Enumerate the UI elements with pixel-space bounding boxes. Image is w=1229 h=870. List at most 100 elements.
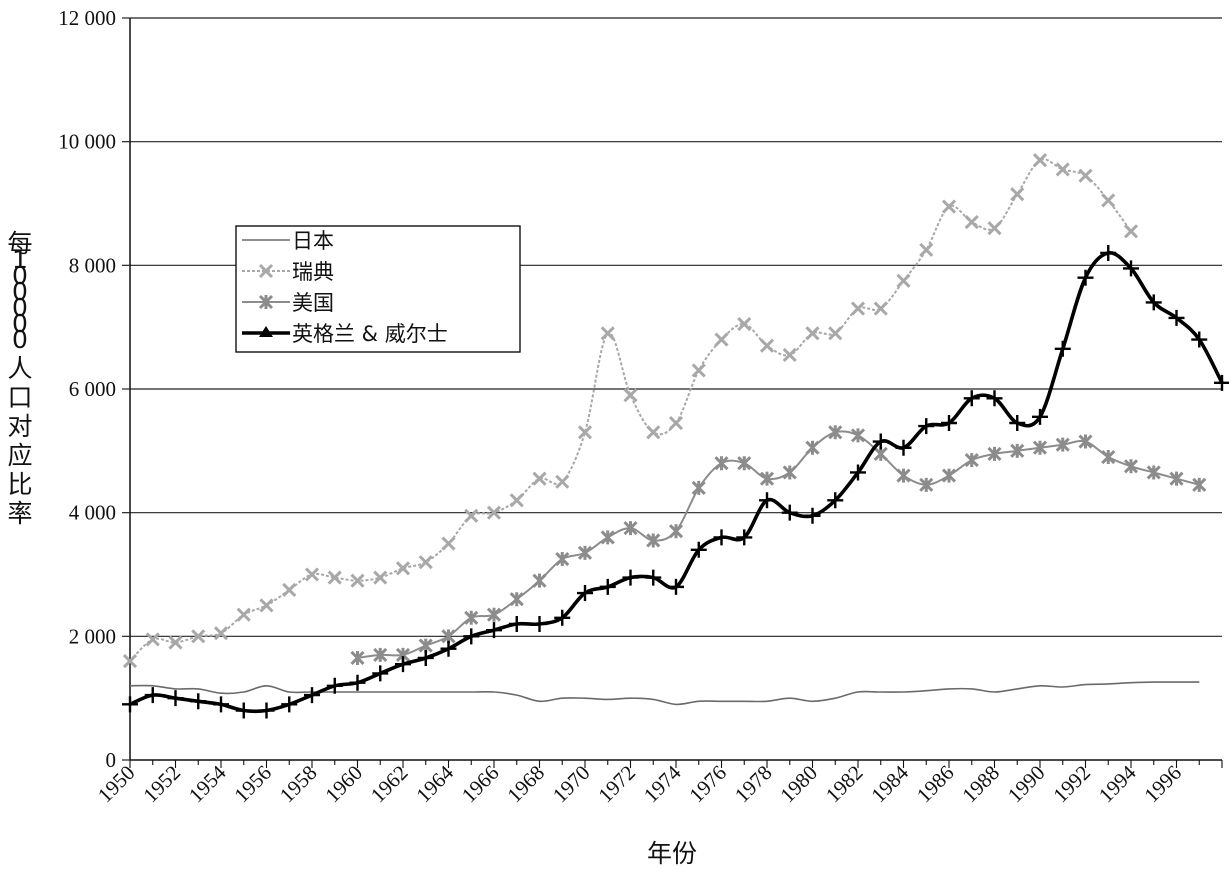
legend-item: 瑞典 [242,260,334,284]
y-tick-label: 6 000 [69,377,116,401]
data-point [737,317,752,332]
data-point [827,492,844,509]
data-point [713,529,730,546]
data-point [349,674,366,691]
data-point [577,425,593,440]
data-point [805,440,820,455]
y-tick-label: 4 000 [69,501,116,525]
data-point [235,702,252,719]
data-point [577,585,593,602]
y-tick-label: 2 000 [69,624,116,648]
x-tick-label: 1966 [457,761,504,808]
data-point [623,521,638,536]
data-point [1010,443,1025,458]
y-tick-label: 8 000 [69,253,116,277]
data-point [190,693,207,710]
data-point [781,504,798,521]
data-point [304,687,320,704]
x-tick-label: 1988 [957,761,1004,808]
data-point [372,665,389,682]
x-tick-label: 1964 [411,760,458,807]
data-point [919,477,934,492]
data-point [645,569,662,586]
data-point [577,545,593,560]
data-point [623,388,638,403]
data-point [782,347,797,363]
legend-item: 日本 [242,229,334,253]
data-point [987,221,1002,236]
data-point [691,363,706,378]
data-point [759,492,775,509]
legend-item: 英格兰 & 威尔士 [242,322,448,346]
data-point [486,505,502,520]
data-point [486,622,502,639]
data-point [895,439,912,456]
x-tick-label: 1990 [1003,761,1050,808]
x-tick-label: 1992 [1048,761,1095,808]
data-point [918,418,935,435]
data-point [509,592,524,607]
x-tick-label: 1968 [502,761,549,808]
data-point [646,533,661,548]
data-point [1078,434,1093,449]
data-point [896,468,911,483]
data-point [554,609,571,626]
data-point [281,696,298,713]
data-point [122,696,138,713]
data-point [1123,224,1139,239]
data-point [737,456,752,471]
x-tick-label: 1962 [366,761,413,808]
data-point [691,480,706,495]
data-point [145,632,160,647]
data-point [213,626,229,641]
data-point [440,640,457,657]
x-tick-label: 1994 [1094,760,1141,807]
data-point [532,573,547,588]
data-point [1101,193,1116,208]
data-point [509,493,524,508]
data-point [600,326,615,341]
data-point [828,326,843,341]
data-point [599,578,616,595]
data-point [1032,440,1048,455]
data-point [1055,437,1070,452]
data-point [395,656,411,673]
data-point [850,428,866,443]
data-point [1101,449,1116,465]
data-point [873,301,888,316]
data-point [1146,465,1161,480]
x-tick-label: 1976 [684,761,731,808]
legend-label: 美国 [292,291,334,315]
data-point [646,425,661,440]
y-axis-ticks: 0 2 000 4 000 6 000 8 000 10 000 12 000 [58,6,130,772]
data-point [919,242,934,257]
data-point [1145,294,1162,311]
legend-label: 瑞典 [292,260,334,284]
x-axis-ticks: 1950195219541956195819601962196419661968… [93,760,1223,808]
data-point [258,702,275,719]
data-point [622,569,639,586]
data-point [805,326,820,341]
y-tick-label: 0 [106,748,117,772]
data-point [964,214,979,230]
data-point [759,338,775,353]
data-point [282,582,297,598]
data-point [964,453,979,468]
data-point [441,536,456,551]
series-line [357,430,1200,659]
data-point [941,415,957,432]
x-tick-label: 1972 [593,761,640,808]
series-line [129,681,1200,706]
data-point [600,530,615,545]
x-tick-label: 1952 [138,761,185,808]
x-tick-label: 1974 [639,760,686,807]
x-tick-label: 1984 [866,760,913,807]
data-point [532,471,547,486]
data-point [986,390,1003,407]
series-2 [350,425,1207,666]
data-point [258,294,274,310]
data-point [236,607,251,622]
x-tick-label: 1954 [184,760,231,807]
data-point [782,465,797,480]
